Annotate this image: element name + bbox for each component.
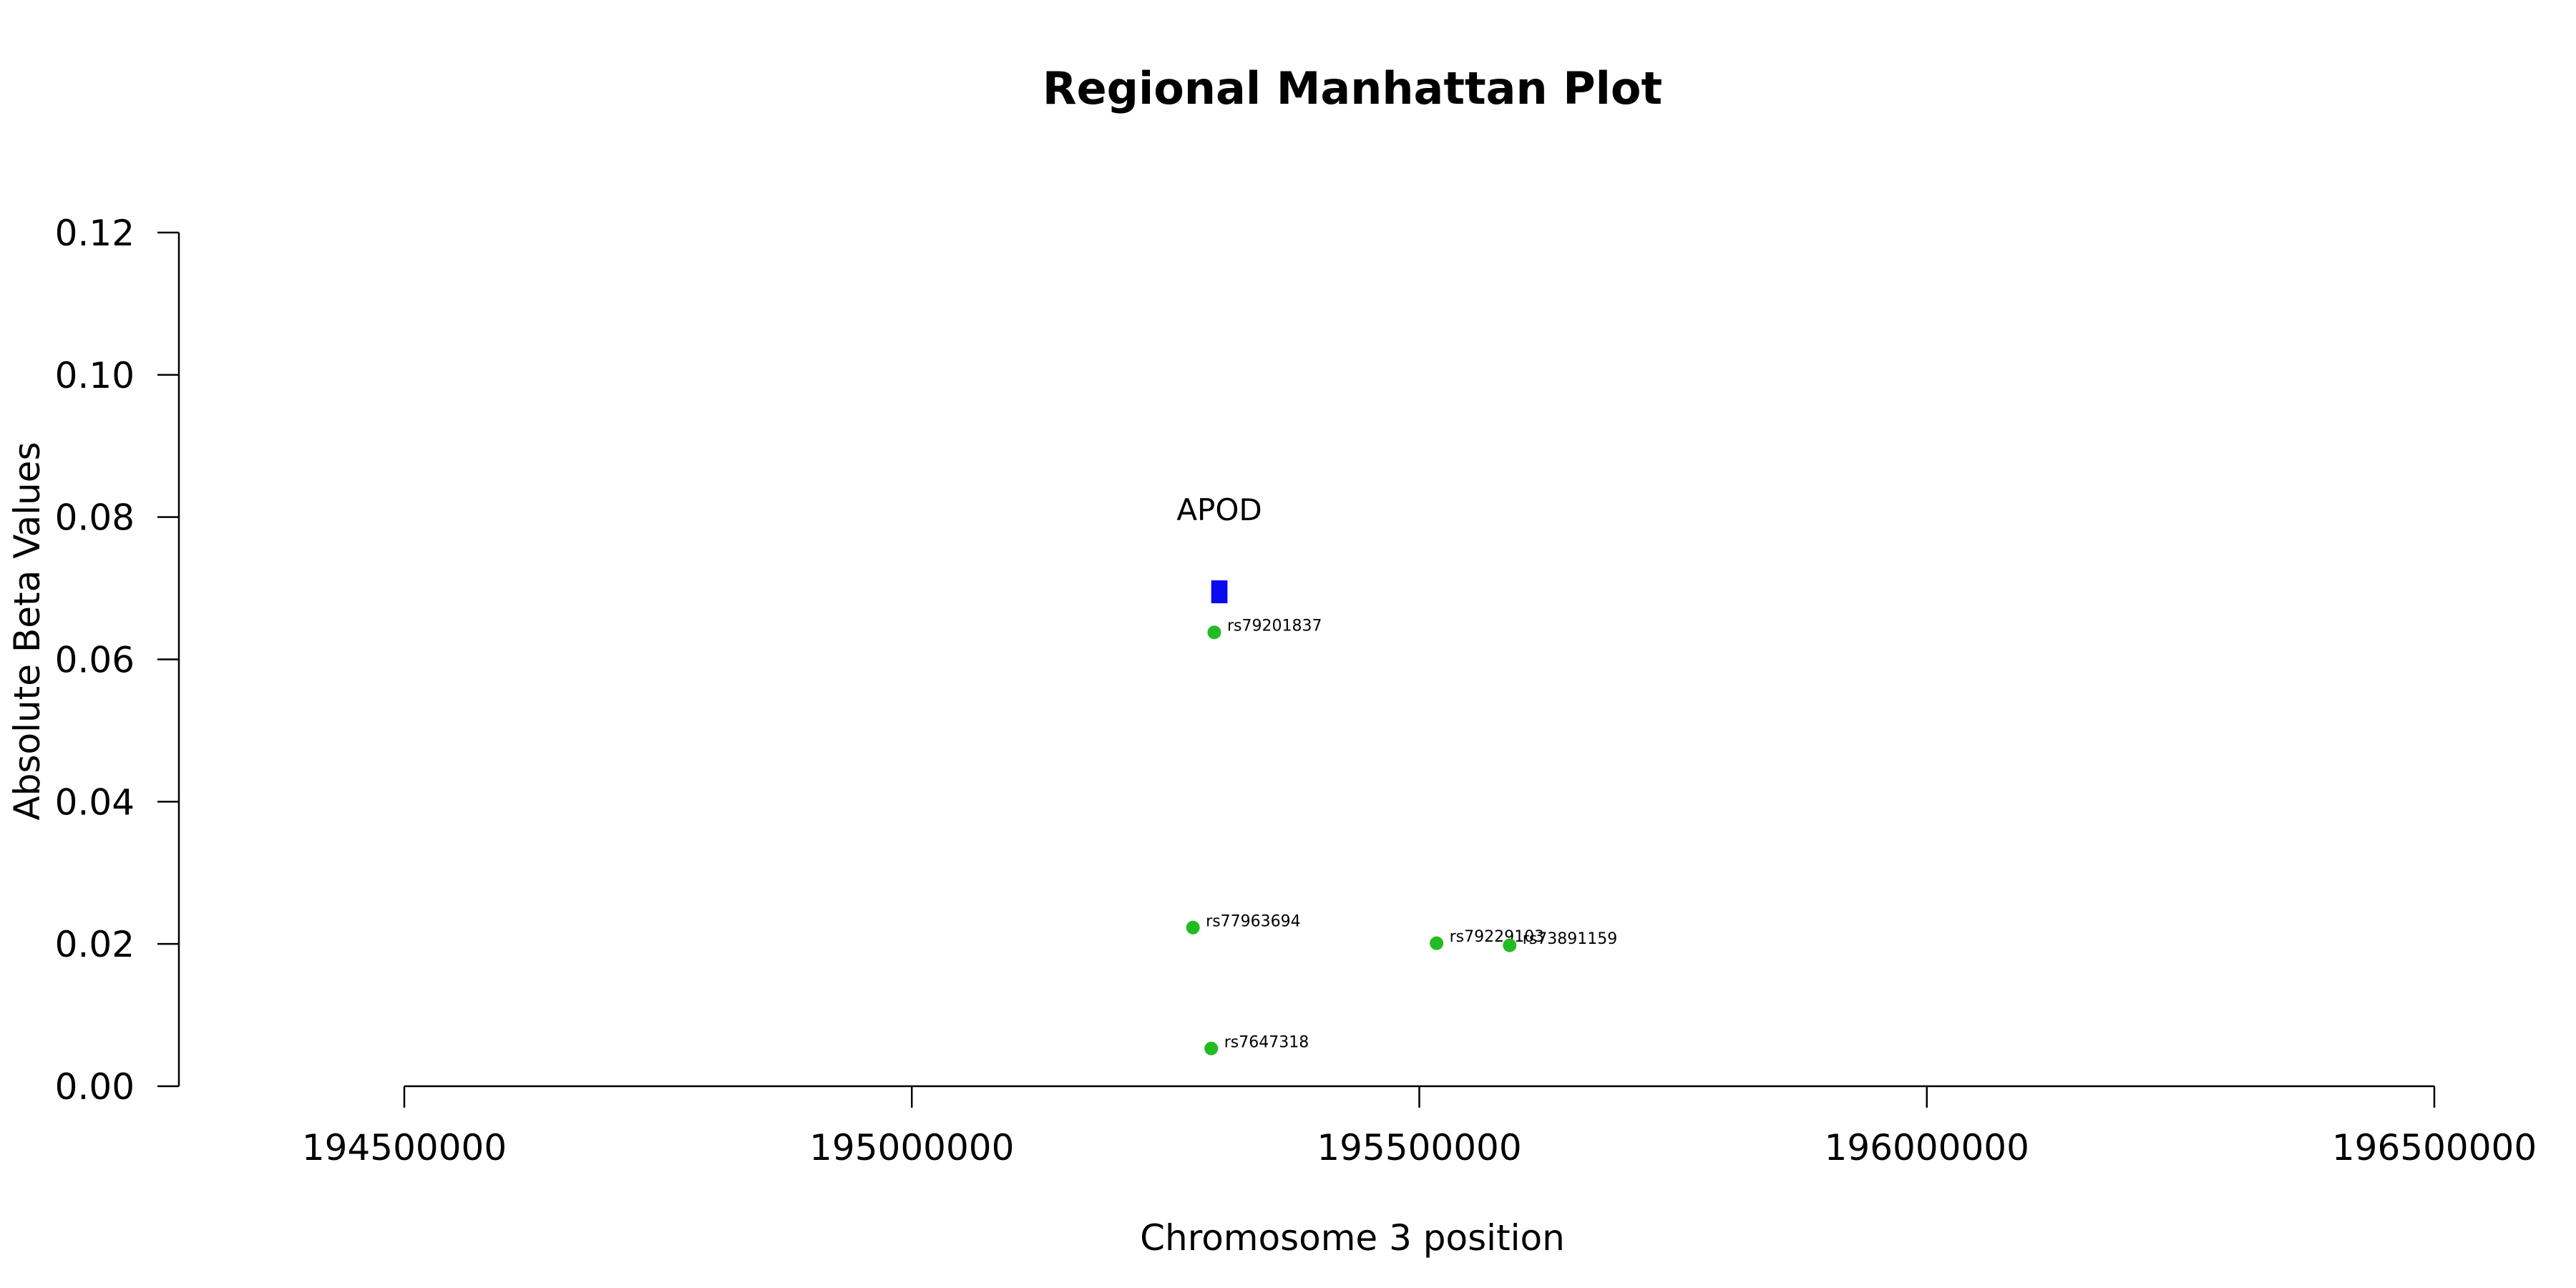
y-tick-label: 0.12 [55, 213, 135, 254]
y-tick-label: 0.08 [55, 497, 135, 539]
snp-point [1204, 1041, 1219, 1055]
x-axis: 194500000 195000000 195500000 196000000 1965… [302, 1085, 2537, 1169]
snp-label: rs7647318 [1224, 1033, 1309, 1051]
y-axis: 0.00 0.02 0.04 0.06 0.08 0.10 0.12 [55, 213, 180, 1108]
y-tick-label: 0.04 [55, 781, 135, 823]
snp-label: rs79201837 [1227, 618, 1322, 635]
y-tick-label: 0.06 [55, 640, 135, 681]
y-tick-label: 0.10 [55, 355, 135, 396]
x-axis-title: Chromosome 3 position [1140, 1217, 1565, 1259]
y-tick-label: 0.00 [55, 1066, 135, 1108]
snp-point [1186, 920, 1200, 935]
x-tick-label: 194500000 [302, 1127, 507, 1169]
x-tick-label: 195000000 [809, 1127, 1014, 1169]
gene-label: APOD [1176, 492, 1262, 527]
snp-label: rs77963694 [1206, 912, 1300, 930]
snp-points: rs79201837 rs77963694 rs79229103rs73891159… [1186, 618, 1617, 1055]
gene-track: APOD [1176, 492, 1262, 604]
chart-title: Regional Manhattan Plot [1043, 62, 1662, 114]
snp-label: rs79229103 [1450, 928, 1544, 946]
snp-point [1430, 936, 1444, 950]
x-tick-label: 196500000 [2332, 1127, 2537, 1169]
x-tick-label: 195500000 [1317, 1127, 1521, 1169]
gene-box [1211, 580, 1228, 604]
y-tick-label: 0.02 [55, 924, 135, 965]
snp-label: rs73891159 [1523, 930, 1617, 948]
snp-point [1207, 625, 1221, 640]
x-tick-label: 196000000 [1825, 1127, 2029, 1169]
y-axis-title: Absolute Beta Values [6, 442, 48, 821]
snp-point [1503, 938, 1517, 952]
